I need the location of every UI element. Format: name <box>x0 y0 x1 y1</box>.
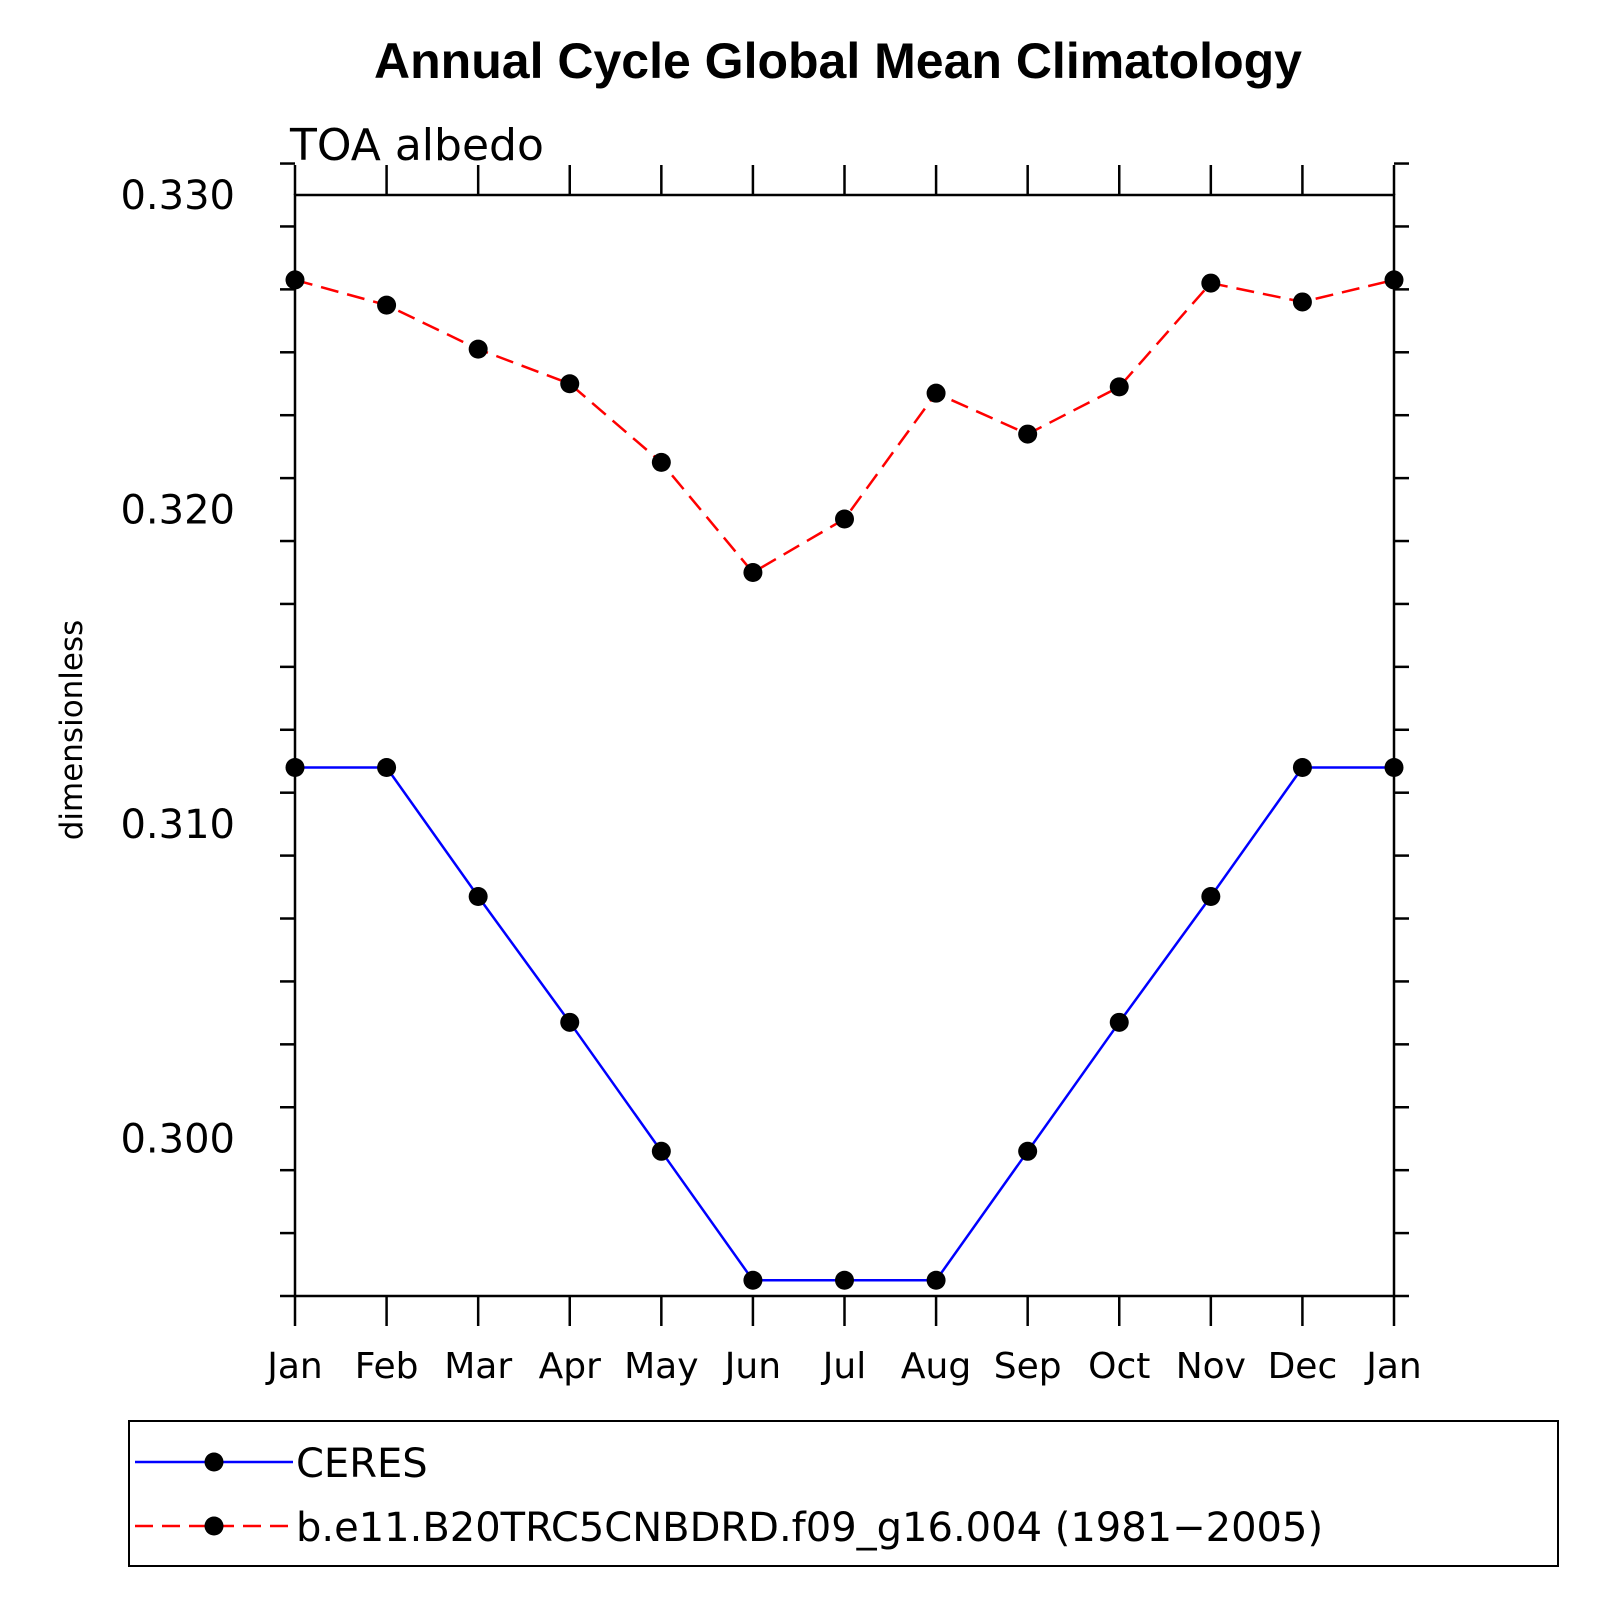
legend-label-2: b.e11.B20TRC5CNBDRD.f09_g16.004 (1981−20… <box>296 1505 1323 1551</box>
legend-box <box>128 1420 1559 1567</box>
series-1-point <box>1201 886 1221 906</box>
series-1-point <box>377 758 397 778</box>
legend-marker-1 <box>204 1452 224 1472</box>
x-tick-label: Aug <box>901 1346 971 1387</box>
series-2-point <box>1292 292 1312 312</box>
series-1-point <box>468 886 488 906</box>
x-tick-label: Jan <box>265 1346 323 1387</box>
series-1-point <box>560 1012 580 1032</box>
x-tick-label: Nov <box>1176 1346 1246 1387</box>
series-2-point <box>1384 270 1404 290</box>
x-tick-label: Jun <box>723 1346 781 1387</box>
y-tick-label: 0.320 <box>120 488 235 534</box>
y-tick-label: 0.300 <box>120 1117 235 1163</box>
legend: CERES b.e11.B20TRC5CNBDRD.f09_g16.004 (19… <box>128 1420 1559 1567</box>
series-2-point <box>468 339 488 359</box>
x-axis-ticks: Jan Feb Mar Apr May Jun Jul Aug Sep Oct Nov Dec Jan <box>265 165 1422 1387</box>
x-tick-label: Apr <box>539 1346 601 1387</box>
series-1-point <box>1109 1012 1129 1032</box>
x-tick-label: Jan <box>1364 1346 1422 1387</box>
series-1-point <box>743 1270 763 1290</box>
series-line-2 <box>294 278 1395 575</box>
series-2-point <box>743 562 763 582</box>
x-tick-label: Feb <box>355 1346 419 1387</box>
series-2-point <box>560 374 580 394</box>
series-1-point <box>926 1270 946 1290</box>
series-2-point <box>1109 377 1129 397</box>
series-1-point <box>1018 1141 1038 1161</box>
y-tick-label: 0.330 <box>120 173 235 219</box>
x-tick-label: Mar <box>444 1346 512 1387</box>
series-2-point <box>926 383 946 403</box>
x-tick-label: Oct <box>1088 1346 1150 1387</box>
x-tick-label: Jul <box>821 1346 866 1387</box>
chart-subtitle: TOA albedo <box>289 120 544 171</box>
series-1-point <box>651 1141 671 1161</box>
series-1-point <box>1292 758 1312 778</box>
series-points <box>285 270 1404 1290</box>
legend-label-1: CERES <box>296 1441 428 1487</box>
x-tick-label: Dec <box>1268 1346 1338 1387</box>
series-line-1 <box>295 766 1394 1282</box>
x-tick-label: May <box>624 1346 698 1387</box>
series-2-point <box>377 295 397 315</box>
legend-entries: CERES b.e11.B20TRC5CNBDRD.f09_g16.004 (19… <box>135 1441 1323 1551</box>
y-axis-label: dimensionless <box>54 620 90 841</box>
series-1-point <box>835 1270 854 1290</box>
y-tick-label: 0.310 <box>120 802 235 848</box>
y-axis-ticks: 0.300 0.310 0.320 0.330 <box>120 162 1409 1298</box>
chart-title: Annual Cycle Global Mean Climatology <box>374 33 1302 89</box>
series-2-point <box>285 270 305 290</box>
series-1-point <box>285 758 305 778</box>
series-2-point <box>835 509 854 529</box>
x-tick-label: Sep <box>994 1346 1062 1387</box>
series-2-point <box>651 452 671 472</box>
series-lines <box>294 278 1395 1282</box>
series-1-point <box>1384 758 1404 778</box>
series-2-point <box>1201 273 1221 293</box>
series-2-point <box>1018 424 1038 444</box>
plot-frame <box>293 193 1396 1298</box>
plot-border <box>293 193 1396 1298</box>
legend-marker-2 <box>204 1516 224 1536</box>
